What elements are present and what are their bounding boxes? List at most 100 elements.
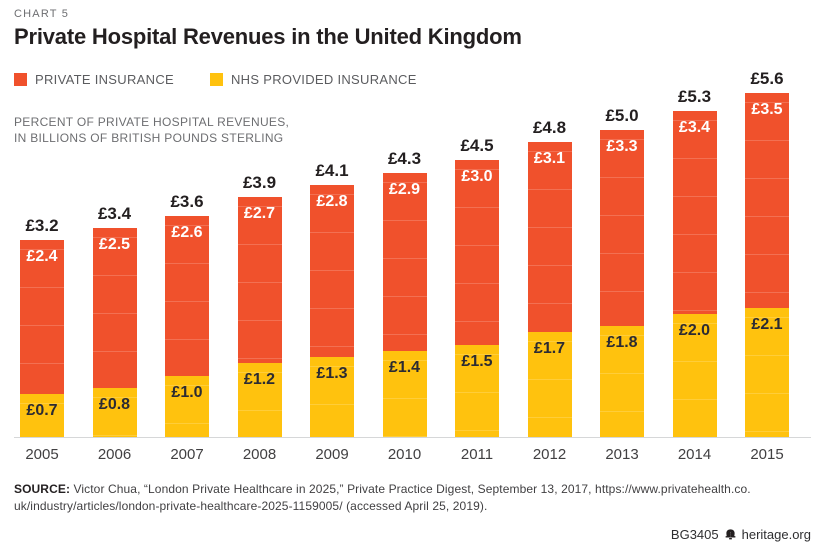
nhs-value-label: £1.7 (533, 340, 566, 358)
total-value-label: £4.8 (532, 117, 567, 137)
year-label: 2008 (242, 446, 277, 463)
chart-subtitle-line1: PERCENT OF PRIVATE HOSPITAL REVENUES, (14, 115, 290, 129)
nhs-insurance-segment: £2.0 (672, 314, 717, 437)
nhs-insurance-segment: £0.8 (92, 387, 137, 438)
source-text-line1: Victor Chua, “London Private Healthcare … (73, 482, 751, 496)
nhs-value-label: £1.4 (388, 358, 421, 376)
bar-group-2012: £4.8 £3.1 £1.7 (527, 118, 572, 437)
bar-group-2011: £4.5 £3.0 £1.5 (455, 136, 499, 438)
legend-label-nhs: NHS PROVIDED INSURANCE (230, 72, 417, 87)
chart-subtitle: PERCENT OF PRIVATE HOSPITAL REVENUES, IN… (14, 114, 289, 146)
nhs-value-label: £0.8 (98, 395, 131, 413)
private-value-label: £2.9 (388, 180, 421, 198)
source-note: SOURCE: Victor Chua, “London Private Hea… (14, 481, 811, 515)
bar-group-2007: £3.6 £2.6 £1.0 (165, 192, 209, 437)
private-insurance-segment: £3.0 (455, 160, 499, 345)
private-insurance-segment: £3.5 (745, 92, 789, 309)
private-insurance-segment: £2.5 (92, 227, 137, 388)
private-insurance-segment: £2.6 (165, 215, 209, 376)
private-value-label: £3.1 (533, 149, 566, 167)
nhs-value-label: £1.0 (171, 383, 203, 401)
private-insurance-segment: £2.4 (20, 240, 64, 394)
year-label: 2006 (97, 446, 132, 463)
nhs-insurance-segment: £1.2 (237, 363, 282, 437)
legend-label-private: PRIVATE INSURANCE (35, 72, 174, 87)
private-insurance-segment: £2.7 (237, 197, 282, 364)
private-value-label: £2.4 (26, 248, 58, 266)
nhs-insurance-segment: £1.5 (455, 344, 499, 438)
bar-group-2015: £5.6 £3.5 £2.1 (745, 69, 789, 438)
private-value-label: £3.0 (461, 168, 493, 186)
chart-kicker: CHART 5 (14, 8, 70, 20)
nhs-insurance-segment: £1.3 (310, 357, 354, 437)
private-insurance-swatch (14, 73, 27, 86)
year-label: 2007 (170, 446, 204, 463)
total-value-label: £3.2 (25, 216, 59, 236)
total-value-label: £4.5 (460, 136, 494, 156)
private-insurance-segment: £2.9 (382, 172, 427, 352)
year-label: 2013 (605, 446, 639, 463)
nhs-value-label: £1.5 (461, 352, 493, 370)
bar-group-2010: £4.3 £2.9 £1.4 (382, 149, 427, 438)
bar-group-2005: £3.2 £2.4 £0.7 (20, 216, 64, 438)
total-value-label: £5.3 (677, 87, 712, 107)
year-label: 2010 (387, 446, 422, 463)
bar-group-2013: £5.0 £3.3 £1.8 (600, 106, 644, 438)
total-value-label: £3.9 (242, 173, 277, 193)
bar-chart: £3.2 £2.4 £0.7 £3.4 £2.5 £0.8 £3.6 £2.6 £1.0 £3.9… (20, 69, 789, 438)
private-insurance-segment: £3.4 (672, 111, 717, 314)
document-id: BG3405 (670, 527, 719, 542)
private-value-label: £2.5 (98, 235, 131, 253)
nhs-insurance-segment: £1.4 (382, 350, 427, 438)
private-value-label: £2.6 (171, 223, 203, 241)
chart-subtitle-line2: IN BILLIONS OF BRITISH POUNDS STERLING (14, 131, 284, 145)
nhs-insurance-swatch (209, 73, 223, 86)
nhs-insurance-segment: £0.7 (20, 393, 64, 438)
total-value-label: £4.1 (315, 160, 349, 180)
nhs-insurance-segment: £2.1 (745, 307, 789, 438)
x-axis-labels: 2005 2006 2007 2008 2009 2010 2011 2012 2013 2014… (20, 446, 789, 463)
year-label: 2012 (532, 446, 567, 463)
bar-group-2008: £3.9 £2.7 £1.2 (237, 173, 282, 437)
year-label: 2009 (315, 446, 349, 463)
nhs-value-label: £2.1 (751, 315, 783, 333)
nhs-value-label: £2.0 (678, 322, 711, 339)
private-insurance-segment: £2.8 (310, 184, 354, 358)
bar-group-2006: £3.4 £2.5 £0.8 (92, 204, 137, 438)
nhs-value-label: £1.8 (606, 334, 638, 352)
private-value-label: £2.7 (243, 205, 276, 223)
source-label: SOURCE: (14, 482, 71, 496)
nhs-value-label: £1.3 (316, 365, 348, 383)
private-value-label: £3.4 (678, 119, 711, 137)
year-label: 2015 (750, 446, 784, 463)
total-value-label: £3.6 (170, 191, 204, 211)
nhs-insurance-segment: £1.8 (600, 326, 644, 437)
bar-group-2009: £4.1 £2.8 £1.3 (310, 161, 354, 437)
year-label: 2014 (677, 446, 712, 463)
source-text-line2: uk/industry/articles/london-private-heal… (14, 499, 488, 513)
bar-group-2014: £5.3 £3.4 £2.0 (672, 87, 717, 437)
year-label: 2011 (460, 446, 494, 463)
private-insurance-segment: £3.1 (527, 141, 572, 333)
total-value-label: £5.0 (605, 105, 639, 125)
nhs-value-label: £0.7 (26, 401, 58, 419)
private-value-label: £3.5 (751, 100, 783, 118)
private-value-label: £3.3 (606, 137, 638, 155)
nhs-insurance-segment: £1.0 (165, 375, 209, 437)
legend: PRIVATE INSURANCE NHS PROVIDED INSURANCE (14, 72, 417, 87)
total-value-label: £5.6 (750, 68, 784, 88)
x-axis-line (14, 437, 811, 438)
total-value-label: £3.4 (97, 203, 132, 223)
total-value-label: £4.3 (387, 148, 422, 168)
footer-branding: BG3405 heritage.org (671, 527, 811, 542)
heritage-bell-icon (725, 529, 735, 540)
nhs-value-label: £1.2 (243, 371, 276, 389)
legend-item-nhs: NHS PROVIDED INSURANCE (209, 72, 417, 87)
private-insurance-segment: £3.3 (600, 129, 644, 327)
site-name: heritage.org (741, 527, 811, 542)
nhs-insurance-segment: £1.7 (527, 332, 572, 437)
page-title: Private Hospital Revenues in the United … (14, 24, 522, 49)
private-value-label: £2.8 (316, 192, 348, 210)
year-label: 2005 (25, 446, 59, 463)
